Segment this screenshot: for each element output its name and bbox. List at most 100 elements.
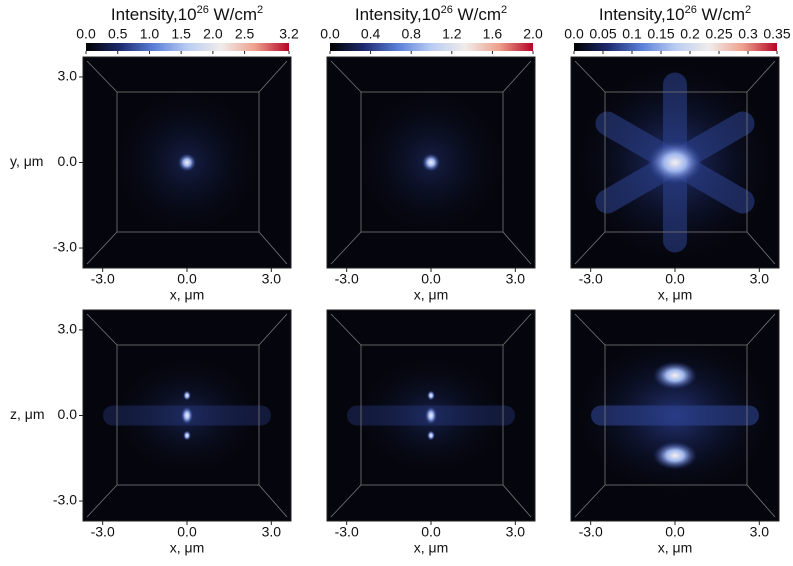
colorbar-tick-label: 0.15 bbox=[647, 26, 674, 42]
x-axis-label: x, μm bbox=[658, 540, 693, 556]
y-tick-label: 3.0 bbox=[58, 68, 78, 84]
y-tick-label: -3.0 bbox=[53, 492, 77, 508]
x-tick-label: 3.0 bbox=[262, 524, 282, 540]
box-frame bbox=[116, 344, 260, 486]
box-edge bbox=[330, 313, 362, 346]
colorbar-title: Intensity,1026 W/cm2 bbox=[599, 4, 751, 25]
box-edge bbox=[502, 60, 532, 93]
colorbar-title-part: W/cm bbox=[453, 5, 501, 24]
y-axis-label: y, μm bbox=[10, 153, 43, 169]
colorbar-title-part: Intensity,10 bbox=[355, 5, 441, 24]
box-edge bbox=[574, 231, 606, 265]
colorbar-title-part: Intensity,10 bbox=[111, 5, 197, 24]
y-tick-label: 0.0 bbox=[58, 406, 78, 422]
colorbar-tick-label: 2.0 bbox=[203, 26, 223, 42]
x-axis-label: x, μm bbox=[414, 540, 449, 556]
x-tick-label: -3.0 bbox=[91, 524, 115, 540]
x-tick-label: 0.0 bbox=[177, 271, 197, 287]
x-tick-label: 0.0 bbox=[665, 524, 685, 540]
x-tick-label: 3.0 bbox=[750, 271, 770, 287]
box-frame bbox=[360, 344, 504, 486]
box-frame bbox=[604, 91, 748, 233]
x-tick-label: 3.0 bbox=[262, 271, 282, 287]
box-frame bbox=[116, 91, 260, 233]
box-edge bbox=[746, 484, 776, 518]
colorbar-title-part: 26 bbox=[441, 4, 453, 16]
box-edge bbox=[746, 313, 776, 346]
heatmap-spot bbox=[183, 390, 191, 401]
colorbar-title-part: 2 bbox=[745, 4, 751, 16]
colorbar-tick-label: 0.25 bbox=[705, 26, 732, 42]
y-axis-label: z, μm bbox=[10, 406, 45, 422]
colorbar-tick-label: 1.6 bbox=[483, 26, 503, 42]
box-edge bbox=[258, 231, 288, 265]
colorbar-title-part: 26 bbox=[685, 4, 697, 16]
colorbar-tick-label: 0.4 bbox=[361, 26, 381, 42]
colorbar bbox=[86, 43, 289, 51]
box-edge bbox=[258, 313, 288, 346]
x-axis-label: x, μm bbox=[658, 287, 693, 303]
heatmap-spot bbox=[425, 406, 437, 425]
x-tick-label: 0.0 bbox=[177, 524, 197, 540]
x-tick-label: 3.0 bbox=[506, 524, 526, 540]
heatmap-spot bbox=[427, 430, 435, 441]
colorbar-tick-label: 2.5 bbox=[235, 26, 255, 42]
heatmap-spot bbox=[653, 441, 697, 470]
colorbar-tick-label: 0.05 bbox=[589, 26, 616, 42]
box-edge bbox=[574, 60, 606, 93]
colorbar-tick-label: 0.0 bbox=[76, 26, 96, 42]
x-tick-label: 0.0 bbox=[665, 271, 685, 287]
heatmap-spot bbox=[653, 361, 697, 390]
box-frame bbox=[360, 91, 504, 233]
colorbar-title-part: W/cm bbox=[697, 5, 745, 24]
box-edge bbox=[86, 484, 118, 518]
colorbar bbox=[574, 43, 777, 51]
box-edge bbox=[574, 484, 606, 518]
colorbar-tick-label: 0.8 bbox=[401, 26, 421, 42]
colorbar-title-part: 2 bbox=[257, 4, 263, 16]
colorbar bbox=[330, 43, 533, 51]
x-tick-label: 3.0 bbox=[506, 271, 526, 287]
heatmap-spot bbox=[183, 430, 191, 441]
colorbar-title-part: 26 bbox=[197, 4, 209, 16]
colorbar-tick-label: 0.0 bbox=[320, 26, 340, 42]
x-tick-label: -3.0 bbox=[91, 271, 115, 287]
box-edge bbox=[86, 231, 118, 265]
colorbar-tick-label: 0.35 bbox=[763, 26, 790, 42]
box-edge bbox=[258, 60, 288, 93]
box-edge bbox=[330, 484, 362, 518]
colorbar-tick-label: 0.0 bbox=[564, 26, 584, 42]
x-tick-label: 3.0 bbox=[750, 524, 770, 540]
colorbar-tick-label: 0.5 bbox=[108, 26, 128, 42]
heatmap-band bbox=[591, 405, 759, 426]
box-edge bbox=[502, 313, 532, 346]
heatmap-spot bbox=[178, 153, 196, 172]
box-edge bbox=[746, 231, 776, 265]
box-edge bbox=[574, 313, 606, 346]
colorbar-tick-label: 0.2 bbox=[680, 26, 700, 42]
colorbar-title-part: W/cm bbox=[209, 5, 257, 24]
heatmap-spot bbox=[647, 140, 703, 185]
colorbar-tick-label: 0.3 bbox=[738, 26, 758, 42]
x-tick-label: -3.0 bbox=[579, 271, 603, 287]
heatmap-spot bbox=[427, 390, 435, 401]
x-axis-label: x, μm bbox=[170, 287, 205, 303]
x-tick-label: 0.0 bbox=[421, 524, 441, 540]
heatmap-spot bbox=[422, 153, 440, 172]
colorbar-title-part: Intensity,10 bbox=[599, 5, 685, 24]
box-edge bbox=[746, 60, 776, 93]
box-edge bbox=[502, 484, 532, 518]
colorbar-tick-label: 1.5 bbox=[171, 26, 191, 42]
x-tick-label: -3.0 bbox=[335, 524, 359, 540]
box-frame bbox=[604, 344, 748, 486]
y-tick-label: 0.0 bbox=[58, 153, 78, 169]
colorbar-title: Intensity,1026 W/cm2 bbox=[111, 4, 263, 25]
x-tick-label: -3.0 bbox=[579, 524, 603, 540]
colorbar-title: Intensity,1026 W/cm2 bbox=[355, 4, 507, 25]
box-edge bbox=[86, 60, 118, 93]
colorbar-tick-label: 0.1 bbox=[622, 26, 642, 42]
colorbar-tick-label: 3.2 bbox=[279, 26, 299, 42]
box-edge bbox=[502, 231, 532, 265]
colorbar-tick-label: 1.0 bbox=[140, 26, 160, 42]
